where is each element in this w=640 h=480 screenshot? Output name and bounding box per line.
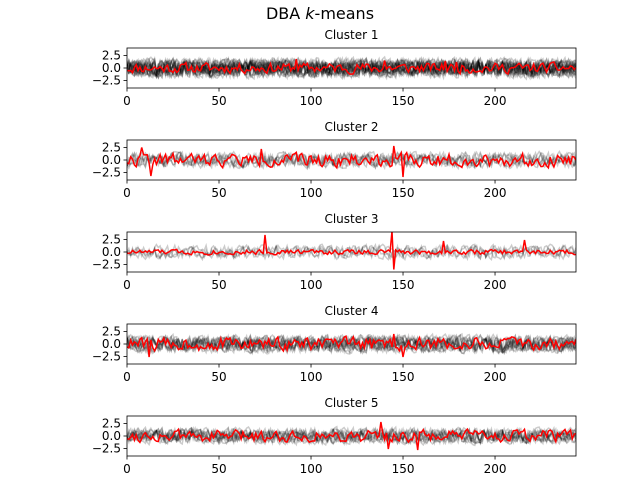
centroid-line [127, 333, 576, 358]
plot-area [127, 421, 576, 451]
y-tick-label: −2.5 [92, 442, 121, 456]
member-series-line [127, 333, 576, 355]
centroid-line [127, 145, 576, 178]
x-tick-label: 150 [392, 94, 415, 108]
subplot-cluster-3: Cluster 3 0 50 100 150 200 2.50.0−2.5 [92, 212, 577, 292]
x-tick-label: 0 [123, 462, 131, 476]
member-series-line [127, 56, 576, 80]
x-tick-label: 150 [392, 186, 415, 200]
subplot-title: Cluster 1 [324, 28, 378, 42]
member-series-line [127, 332, 576, 355]
centroid-line [127, 232, 576, 270]
subplot-title: Cluster 4 [324, 304, 378, 318]
subplot-title: Cluster 3 [324, 212, 378, 226]
x-tick-label: 0 [123, 186, 131, 200]
y-tick-label: 2.5 [102, 49, 121, 63]
x-tick-label: 150 [392, 278, 415, 292]
figure-title-italic: k [305, 4, 315, 23]
x-tick-label: 100 [300, 370, 323, 384]
y-tick-label: 0.0 [102, 61, 121, 75]
y-tick-label: −2.5 [92, 350, 121, 364]
member-series-line [127, 55, 576, 79]
y-tick-label: −2.5 [92, 74, 121, 88]
y-tick-label: 0.0 [102, 429, 121, 443]
centroid-line [127, 421, 576, 451]
y-tick-label: 2.5 [102, 325, 121, 339]
subplot-cluster-1: Cluster 1 0 50 100 150 200 2.50.0−2.5 [92, 28, 577, 108]
member-series-line [127, 149, 576, 170]
figure-title-suffix: -means [314, 4, 375, 23]
member-series-line [127, 425, 576, 446]
x-tick-label: 0 [123, 370, 131, 384]
member-series-line [127, 243, 576, 262]
x-tick-label: 150 [392, 370, 415, 384]
subplot-title: Cluster 5 [324, 396, 378, 410]
x-tick-label: 50 [211, 94, 226, 108]
member-series-line [127, 150, 576, 171]
y-tick-label: 2.5 [102, 141, 121, 155]
figure-title: DBA k-means [0, 4, 640, 23]
member-series-line [127, 55, 576, 80]
x-tick-label: 50 [211, 186, 226, 200]
member-series-line [127, 55, 576, 81]
figure-title-text: DBA [265, 4, 306, 23]
subplot-cluster-2: Cluster 2 0 50 100 150 200 2.50.0−2.5 [92, 120, 577, 200]
member-series-line [127, 425, 576, 447]
x-tick-label: 50 [211, 370, 226, 384]
member-series-line [127, 426, 576, 447]
member-series-line [127, 426, 576, 446]
member-series-line [127, 333, 576, 356]
member-series-line [127, 333, 576, 355]
x-tick-label: 200 [484, 94, 507, 108]
member-series-line [127, 333, 576, 355]
member-series-line [127, 333, 576, 355]
member-series-line [127, 333, 576, 355]
subplot-title: Cluster 2 [324, 120, 378, 134]
member-series-line [127, 425, 576, 446]
y-tick-label: −2.5 [92, 258, 121, 272]
member-series-line [127, 243, 576, 262]
member-series-line [127, 56, 576, 80]
y-tick-label: 0.0 [102, 153, 121, 167]
x-tick-label: 100 [300, 278, 323, 292]
y-tick-label: 2.5 [102, 233, 121, 247]
y-tick-label: 2.5 [102, 417, 121, 431]
member-series-line [127, 55, 576, 80]
x-tick-label: 100 [300, 94, 323, 108]
x-tick-label: 100 [300, 462, 323, 476]
x-tick-label: 0 [123, 278, 131, 292]
member-series-line [127, 332, 576, 355]
plot-area [127, 232, 576, 270]
subplot-cluster-4: Cluster 4 0 50 100 150 200 2.50.0−2.5 [92, 304, 577, 384]
centroid-line [127, 58, 576, 76]
x-tick-label: 200 [484, 278, 507, 292]
x-tick-label: 100 [300, 186, 323, 200]
x-tick-label: 50 [211, 278, 226, 292]
x-tick-label: 50 [211, 462, 226, 476]
x-tick-label: 200 [484, 462, 507, 476]
plot-area [127, 332, 576, 358]
subplot-cluster-5: Cluster 5 0 50 100 150 200 2.50.0−2.5 [92, 396, 577, 476]
member-series-line [127, 333, 576, 356]
plot-area [127, 55, 576, 81]
x-tick-label: 0 [123, 94, 131, 108]
member-series-line [127, 56, 576, 80]
plot-area [127, 145, 576, 178]
y-tick-label: 0.0 [102, 337, 121, 351]
x-tick-label: 200 [484, 370, 507, 384]
member-series-line [127, 333, 576, 355]
x-tick-label: 200 [484, 186, 507, 200]
member-series-line [127, 55, 576, 81]
member-series-line [127, 426, 576, 447]
y-tick-label: 0.0 [102, 245, 121, 259]
x-tick-label: 150 [392, 462, 415, 476]
y-tick-label: −2.5 [92, 166, 121, 180]
